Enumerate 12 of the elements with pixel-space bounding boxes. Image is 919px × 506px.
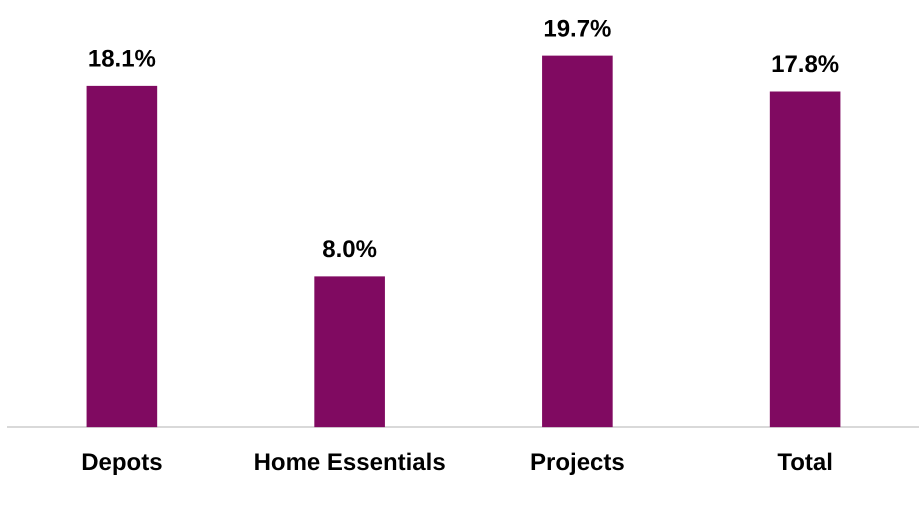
x-tick-label: Home Essentials — [254, 449, 446, 476]
data-label: 17.8% — [771, 51, 840, 78]
bar — [314, 276, 385, 428]
bar — [542, 56, 613, 428]
x-tick-label: Projects — [530, 449, 625, 476]
bar — [770, 91, 840, 428]
data-label: 19.7% — [543, 15, 612, 42]
x-tick-label: Total — [777, 449, 833, 476]
x-tick-label: Depots — [81, 449, 163, 476]
data-label: 8.0% — [322, 236, 377, 263]
bar — [86, 86, 158, 428]
data-label: 18.1% — [88, 45, 156, 72]
